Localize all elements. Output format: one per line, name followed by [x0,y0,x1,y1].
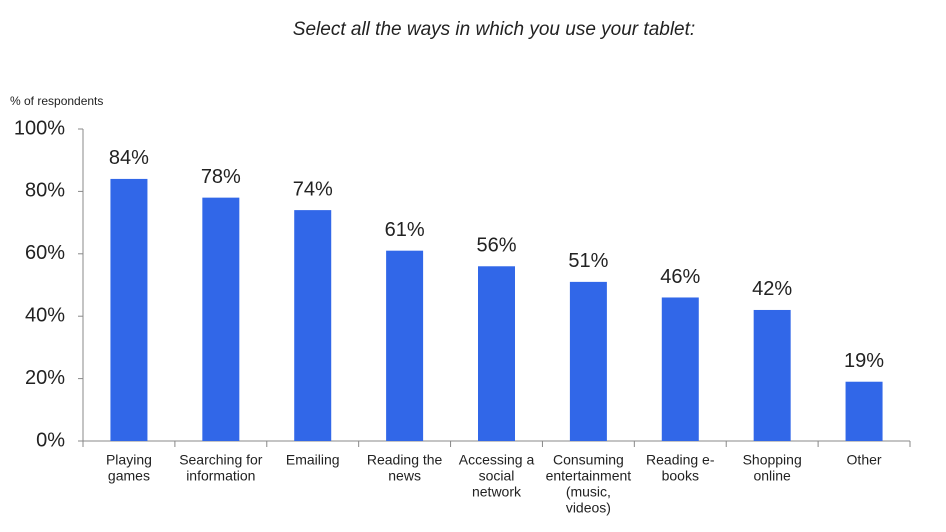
y-tick-label: 40% [25,304,65,326]
x-tick-label: Emailing [286,452,340,468]
x-tick-label: Shopping [743,452,802,468]
data-label: 78% [201,166,241,188]
x-tick-label: Consuming [553,452,624,468]
bar [753,309,791,441]
data-label: 84% [109,147,149,169]
x-tick-label: online [753,468,791,484]
y-tick-label: 20% [25,367,65,389]
y-axis-label: % of respondents [10,94,103,108]
x-tick-label: news [388,468,421,484]
data-label: 61% [385,219,425,241]
x-tick-label: Reading e- [646,452,715,468]
x-tick-label: network [472,484,522,500]
bar [110,178,148,442]
y-tick-label: 0% [36,429,65,451]
x-tick-label: games [108,468,150,484]
y-tick-label: 80% [25,180,65,202]
x-tick-label: (music, [566,484,611,500]
y-tick-label: 100% [14,117,65,139]
x-tick-label: entertainment [546,468,632,484]
x-tick-label: Searching for [179,452,263,468]
data-label: 42% [752,278,792,300]
bar [478,266,515,441]
data-label: 74% [293,178,333,200]
bar [386,250,424,441]
x-tick-label: books [662,468,699,484]
chart-title: Select all the ways in which you use you… [293,19,695,40]
data-label: 56% [476,235,516,257]
x-tick-label: social [479,468,515,484]
y-tick-label: 60% [25,242,65,264]
bar [569,281,607,441]
x-tick-label: videos) [566,500,611,516]
bar [845,381,883,441]
data-label: 19% [844,350,884,372]
x-tick-label: Playing [106,452,152,468]
x-tick-label: Other [847,452,882,468]
bar [294,210,332,441]
x-tick-label: Reading the [367,452,443,468]
bar [202,197,240,441]
x-tick-label: information [186,468,255,484]
x-tick-label: Accessing a [459,452,535,468]
bar [661,297,699,441]
data-label: 51% [568,250,608,272]
data-label: 46% [660,266,700,288]
